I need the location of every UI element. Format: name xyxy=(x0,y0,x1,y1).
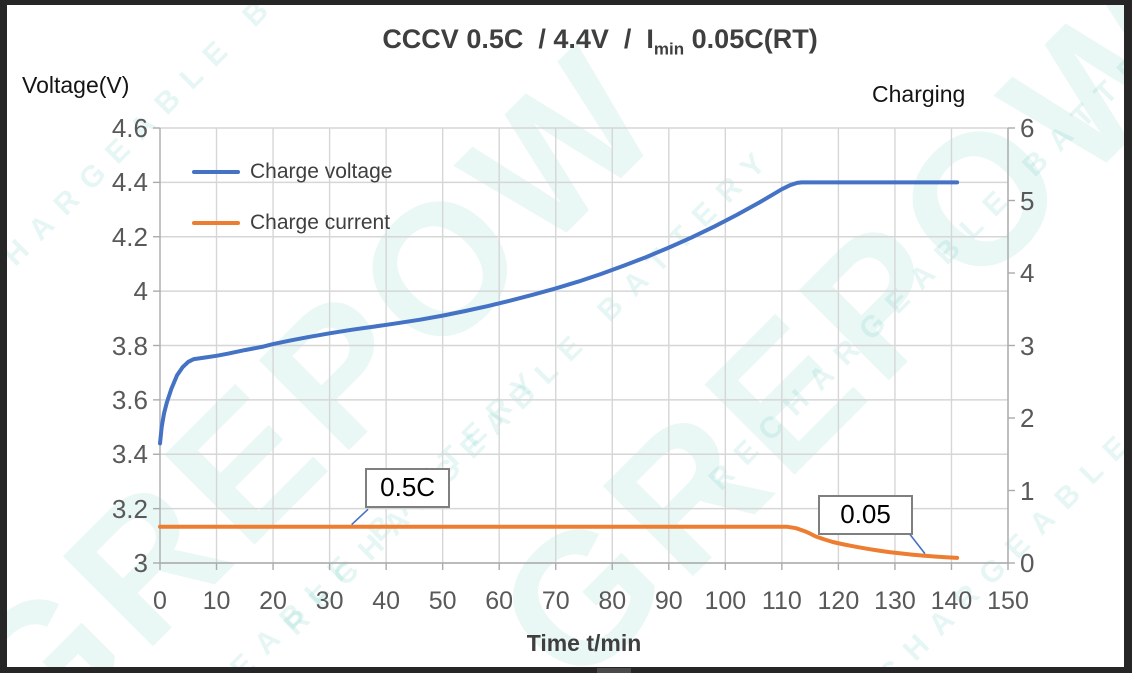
axis-lines-and-ticks xyxy=(153,127,1015,570)
bottom-edge-artifact xyxy=(597,668,631,673)
data-series-lines xyxy=(158,180,960,560)
annotation-leader-lines xyxy=(351,508,926,555)
gridlines xyxy=(160,127,1009,564)
